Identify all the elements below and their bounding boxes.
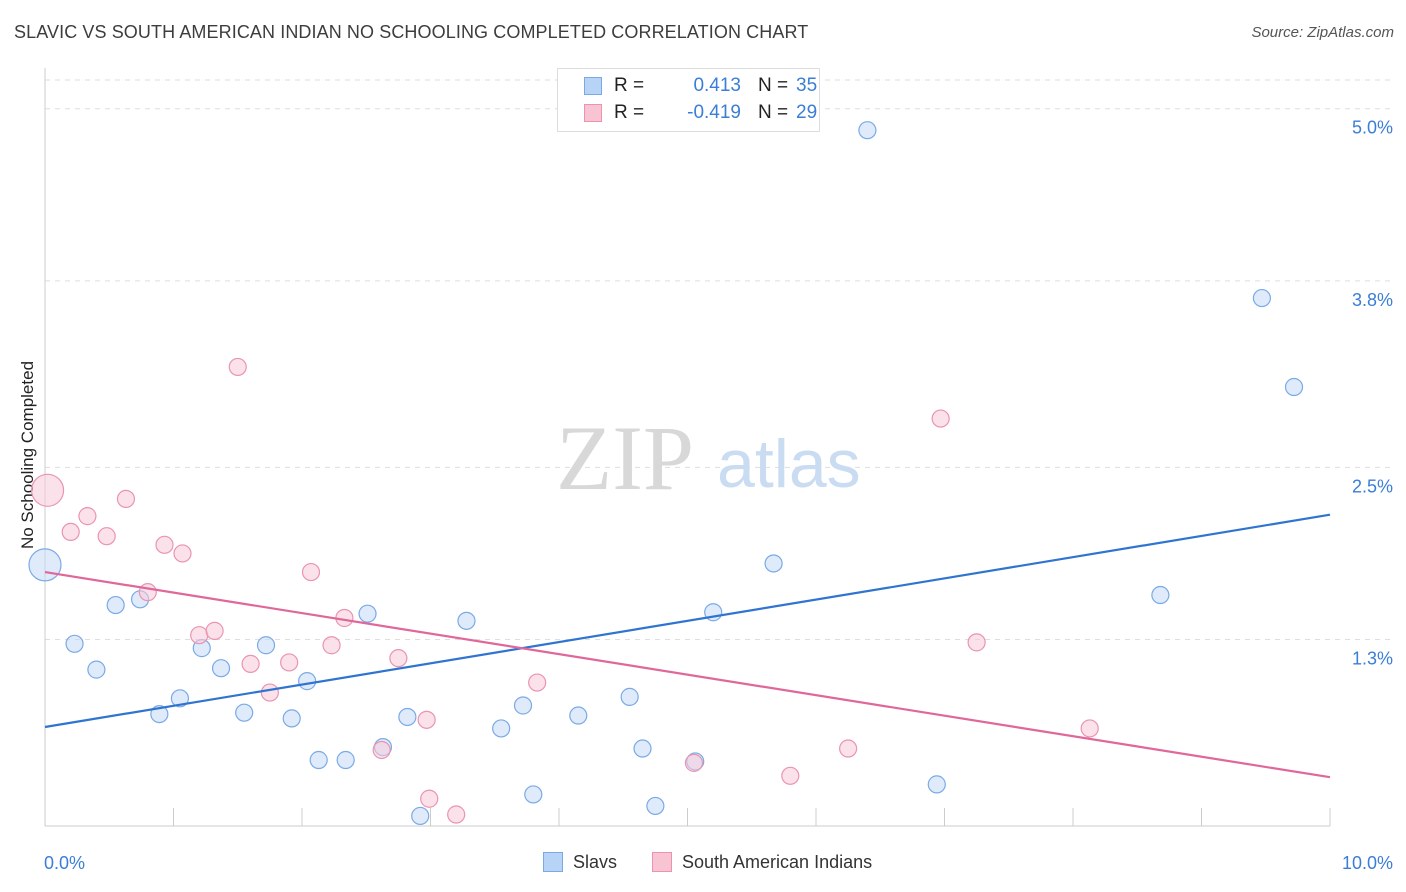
bottom-legend-south-american-indians: South American Indians <box>652 852 872 873</box>
slavs-point <box>411 806 430 826</box>
south-american-indians-point <box>528 673 547 692</box>
slavs-point <box>764 554 783 573</box>
legend-n-label: N = <box>758 75 789 96</box>
slavs-point <box>927 775 946 794</box>
bottom-legend-swatch-south-american-indians <box>652 852 672 872</box>
slavs-point <box>646 796 665 816</box>
legend-n-label: N = <box>758 102 789 123</box>
slavs-point <box>358 604 377 623</box>
south-american-indians-point <box>241 654 260 673</box>
watermark-zip: ZIP <box>556 407 694 509</box>
south-american-indians-point <box>30 473 65 507</box>
slavs-point <box>513 696 533 715</box>
legend-swatch-slavs <box>584 77 602 95</box>
south-american-indians-point <box>1080 719 1099 738</box>
south-american-indians-point <box>61 522 80 542</box>
chart-title: SLAVIC VS SOUTH AMERICAN INDIAN NO SCHOO… <box>14 22 809 42</box>
x-tick-label: 0.0% <box>44 853 85 873</box>
slavs-point <box>633 739 652 758</box>
x-tick-label: 10.0% <box>1342 853 1393 873</box>
south-american-indians-point <box>97 527 116 546</box>
bottom-legend-label-south-american-indians: South American Indians <box>682 852 873 872</box>
south-american-indians-point <box>417 710 436 729</box>
slavs-point <box>398 707 417 727</box>
y-tick-label: 2.5% <box>1352 476 1393 496</box>
slavs-point <box>211 659 231 678</box>
south-american-indians-point <box>301 562 321 582</box>
legend-r-label: R = <box>614 75 645 96</box>
south-american-indians-point <box>420 789 439 808</box>
y-tick-label: 1.3% <box>1352 649 1393 669</box>
legend-r-value: 0.413 <box>693 75 741 96</box>
legend-r-label: R = <box>614 102 645 123</box>
south-american-indians-point <box>967 633 986 652</box>
y-tick-label: 3.8% <box>1352 290 1393 310</box>
slavs-point <box>1284 377 1304 397</box>
slavs-point <box>282 709 301 728</box>
south-american-indians-point <box>228 357 247 377</box>
bottom-legend-slavs: Slavs <box>543 852 617 873</box>
slavs-point <box>87 660 106 679</box>
slavs-trend-line <box>44 513 1331 729</box>
south-american-indians-point <box>173 544 192 563</box>
south-american-indians-point <box>116 489 136 509</box>
south-american-indians-point <box>684 753 704 772</box>
slavs-point <box>298 672 317 691</box>
slavs-point <box>170 689 190 708</box>
south-american-indians-point <box>280 653 299 672</box>
trend-lines <box>44 513 1331 779</box>
slavs-point <box>858 121 877 140</box>
south-american-indians-point <box>839 739 858 758</box>
slavs-point <box>1252 288 1271 308</box>
south-american-indians-trend-line <box>44 570 1331 779</box>
south-american-indians-point <box>781 766 800 785</box>
source-label: Source: ZipAtlas.com <box>1251 24 1394 41</box>
watermark-atlas: atlas <box>717 426 861 502</box>
south-american-indians-point <box>155 535 174 554</box>
south-american-indians-point <box>389 649 408 668</box>
slavs-point <box>620 687 639 706</box>
grid <box>45 79 1395 640</box>
axes <box>44 68 1331 827</box>
tick-labels: 1.3% 2.5% 3.8% 5.0% 0.0% 10.0% <box>44 118 1393 873</box>
south-american-indians-point <box>78 507 97 526</box>
slavs-point <box>336 750 355 770</box>
south-american-indians-point <box>205 621 224 640</box>
legend: R = 0.413 N = 35 R = -0.419 N = 29 <box>557 68 820 132</box>
bottom-legend-label-slavs: Slavs <box>573 852 618 872</box>
legend-n-value: 29 <box>796 102 818 123</box>
slavs-point <box>1151 585 1170 605</box>
slavs-point <box>256 636 276 655</box>
slavs-point <box>28 548 62 582</box>
legend-n-value: 35 <box>796 75 818 96</box>
south-american-indians-point <box>447 805 466 824</box>
slavs-point <box>569 706 588 725</box>
slavs-point <box>524 785 543 804</box>
south-american-indians-point <box>138 583 157 602</box>
slavs-point <box>106 595 125 615</box>
legend-swatch-south-american-indians <box>584 104 602 122</box>
south-american-indians-point <box>190 626 209 645</box>
legend-r-value: -0.419 <box>687 102 741 123</box>
slavs-point <box>309 750 328 770</box>
slavs-point <box>457 611 476 630</box>
south-american-indians-point <box>372 740 391 760</box>
slavs-point <box>65 634 84 653</box>
bottom-legend-swatch-slavs <box>543 852 563 872</box>
y-tick-label: 5.0% <box>1352 118 1393 138</box>
south-american-indians-point <box>322 636 341 655</box>
south-american-indians-point <box>931 409 950 428</box>
south-american-indians-point <box>260 683 279 702</box>
slavs-point <box>492 719 511 738</box>
slavs-point <box>235 703 254 722</box>
